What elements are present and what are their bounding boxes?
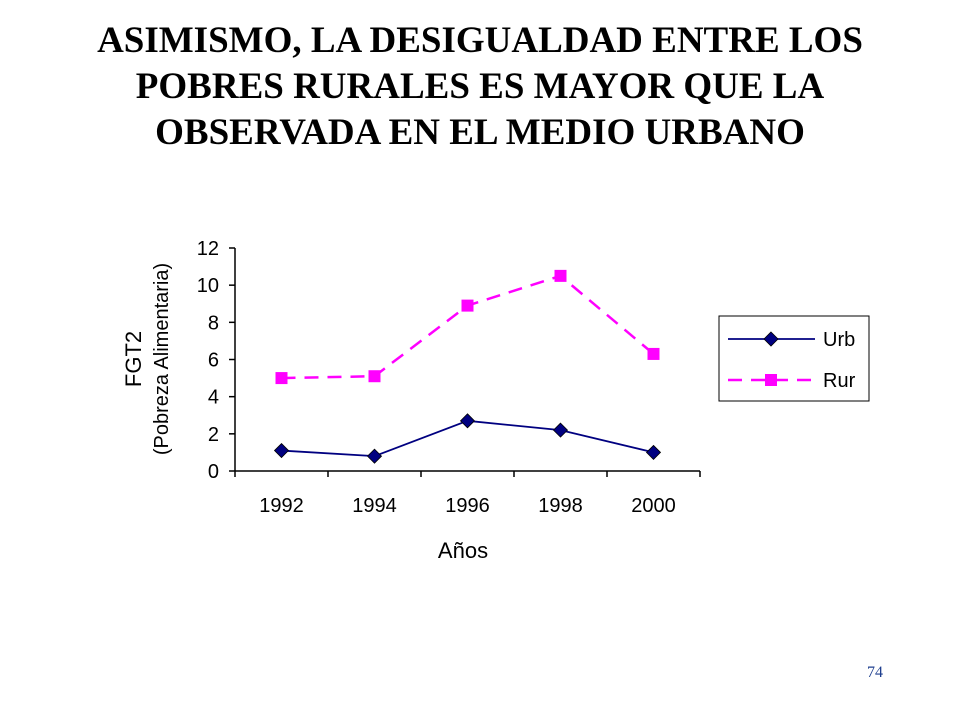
chart-legend: Urb Rur [718, 315, 870, 402]
data-point-rur [647, 347, 660, 360]
legend-marker-rur [765, 374, 777, 386]
y-tick-label: 2 [208, 424, 219, 446]
x-axis-ticks: 1992 1994 1996 1998 2000 [234, 471, 701, 517]
data-point-urb [645, 444, 662, 460]
legend-label-rur: Rur [823, 370, 856, 392]
legend-box [718, 315, 870, 402]
slide-title-line: ASIMISMO, LA DESIGUALDAD ENTRE LOS [97, 20, 863, 61]
data-point-rur [554, 269, 567, 282]
y-tick-label: 4 [208, 387, 219, 409]
x-axis-label: Años [438, 538, 488, 563]
slide-title-line: OBSERVADA EN EL MEDIO URBANO [155, 112, 805, 153]
y-axis-label-line2: (Pobreza Alimentaria) [151, 263, 173, 455]
data-point-rur [368, 370, 381, 383]
y-tick-label: 6 [208, 350, 219, 372]
data-point-rur [461, 299, 474, 312]
slide-title-line: POBRES RURALES ES MAYOR QUE LA [135, 66, 825, 107]
y-axis-ticks: 0 2 4 6 8 10 12 [197, 238, 235, 483]
y-tick-label: 10 [197, 275, 219, 297]
y-tick-label: 0 [208, 461, 219, 483]
x-tick-label: 1998 [538, 495, 583, 517]
legend-label-urb: Urb [823, 329, 855, 351]
data-point-urb [552, 422, 569, 438]
series-line-rur [281, 274, 655, 380]
y-axis-label-line1: FGT2 [121, 331, 146, 387]
x-tick-label: 1992 [259, 495, 304, 517]
y-tick-label: 8 [208, 312, 219, 334]
series-layer [273, 269, 662, 464]
slide-title: ASIMISMO, LA DESIGUALDAD ENTRE LOS POBRE… [0, 18, 960, 156]
data-point-urb [366, 448, 383, 464]
y-tick-label: 12 [197, 238, 219, 260]
x-tick-label: 1994 [352, 495, 397, 517]
x-tick-label: 2000 [631, 495, 676, 517]
data-point-rur [275, 372, 288, 385]
data-point-urb [273, 442, 290, 459]
x-tick-label: 1996 [445, 495, 490, 517]
legend-marker-urb [763, 331, 779, 347]
page-number: 74 [867, 664, 883, 681]
data-point-urb [459, 413, 476, 429]
